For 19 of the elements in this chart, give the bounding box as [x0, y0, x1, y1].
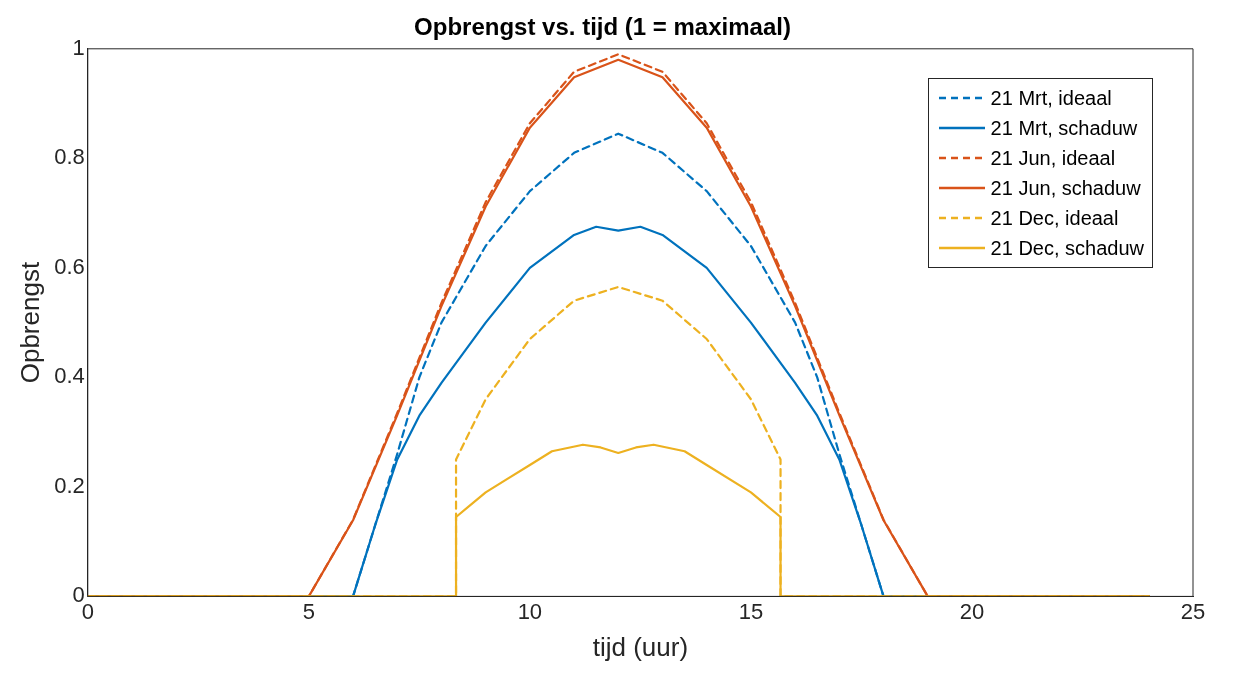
y-tick-label: 0.2 [54, 472, 85, 498]
legend-label: 21 Mrt, schaduw [990, 116, 1138, 140]
y-tick-label: 0.4 [54, 363, 85, 389]
x-tick-label: 15 [738, 598, 764, 624]
chart-title: Opbrengst vs. tijd (1 = maximaal) [414, 13, 791, 41]
y-tick-label: 0.8 [54, 144, 85, 170]
legend-label: 21 Dec, ideaal [990, 206, 1119, 230]
x-tick-label: 25 [1180, 598, 1206, 624]
legend-label: 21 Jun, schaduw [990, 176, 1141, 200]
y-tick-label: 1 [72, 34, 85, 60]
y-axis-title: Opbrengst [14, 261, 45, 384]
x-tick-label: 20 [959, 598, 985, 624]
x-tick-label: 10 [517, 598, 543, 624]
legend-label: 21 Mrt, ideaal [990, 86, 1112, 110]
legend-label: 21 Dec, schaduw [990, 236, 1144, 260]
x-axis-title: tijd (uur) [592, 631, 689, 662]
x-tick-label: 5 [302, 598, 315, 624]
y-tick-label: 0.6 [54, 253, 85, 279]
legend-label: 21 Jun, ideaal [990, 146, 1116, 170]
